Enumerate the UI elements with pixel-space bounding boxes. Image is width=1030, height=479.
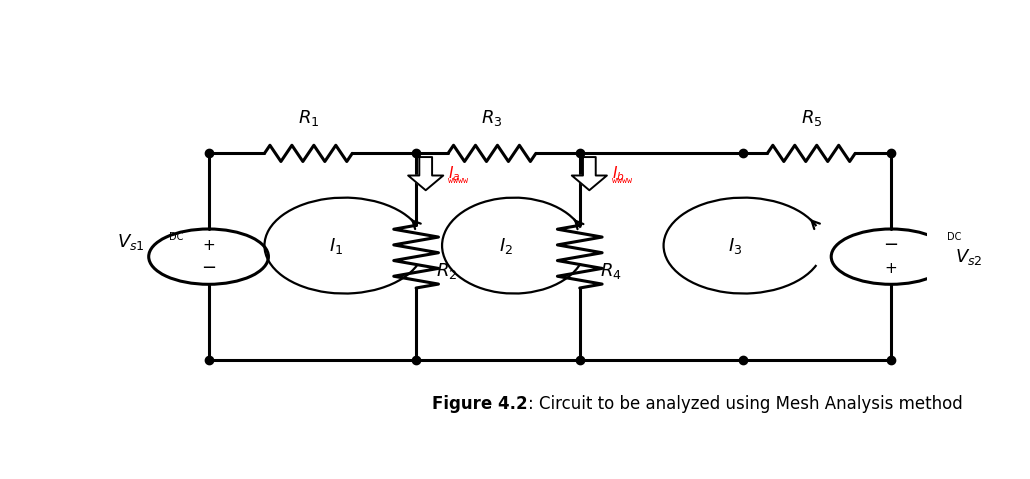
Text: DC: DC	[169, 232, 183, 242]
Text: $R_4$: $R_4$	[599, 262, 621, 281]
Text: DC: DC	[947, 232, 961, 242]
Text: $I_2$: $I_2$	[499, 236, 513, 256]
Text: $R_3$: $R_3$	[481, 108, 503, 127]
Text: +: +	[202, 238, 215, 252]
Text: $I_3$: $I_3$	[728, 236, 743, 256]
Text: : Circuit to be analyzed using Mesh Analysis method: : Circuit to be analyzed using Mesh Anal…	[527, 395, 963, 413]
Text: Figure 4.2: Figure 4.2	[433, 395, 527, 413]
Text: −: −	[201, 259, 216, 277]
Polygon shape	[408, 157, 443, 190]
Text: $R_2$: $R_2$	[436, 262, 457, 281]
Text: $I_a$: $I_a$	[448, 164, 460, 183]
Text: $R_1$: $R_1$	[298, 108, 319, 127]
Text: $V_{s2}$: $V_{s2}$	[955, 247, 983, 267]
Text: +: +	[885, 261, 897, 276]
Text: $R_5$: $R_5$	[800, 108, 822, 127]
Text: wwww: wwww	[448, 176, 468, 185]
Text: −: −	[884, 236, 898, 254]
Text: wwww: wwww	[612, 176, 631, 185]
Text: $I_b$: $I_b$	[612, 164, 624, 183]
Text: $V_{s1}$: $V_{s1}$	[117, 232, 144, 252]
Text: $I_1$: $I_1$	[330, 236, 343, 256]
Polygon shape	[572, 157, 607, 190]
